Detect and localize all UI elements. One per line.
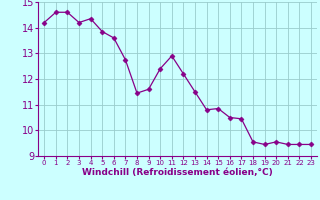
X-axis label: Windchill (Refroidissement éolien,°C): Windchill (Refroidissement éolien,°C): [82, 168, 273, 177]
